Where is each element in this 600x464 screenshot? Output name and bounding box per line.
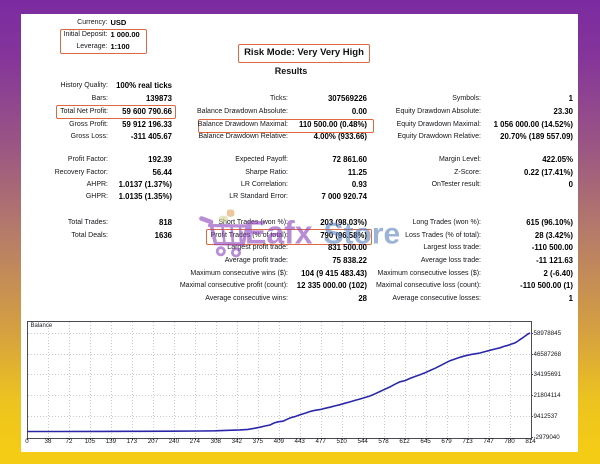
svg-text:Store: Store: [324, 218, 401, 251]
svg-text:Eafx: Eafx: [245, 215, 313, 251]
